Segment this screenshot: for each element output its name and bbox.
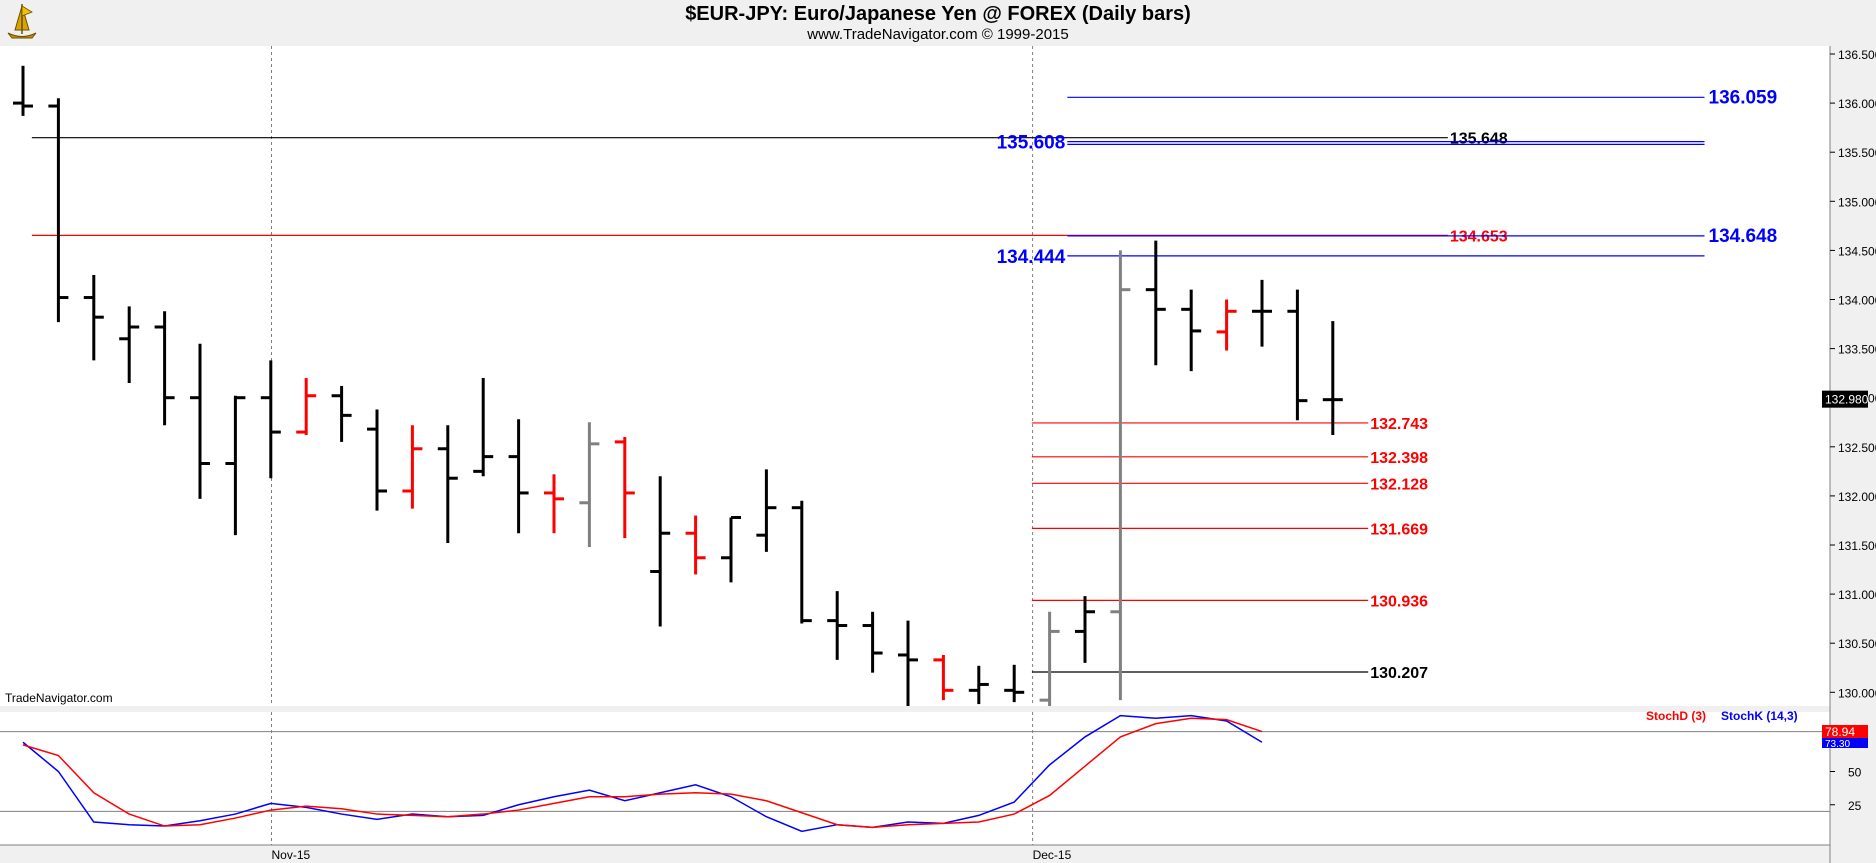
chart-subtitle: www.TradeNavigator.com © 1999-2015 bbox=[807, 26, 1069, 43]
price-tick-label: 136.500 bbox=[1838, 48, 1876, 62]
last-price-label: 132.980 bbox=[1825, 393, 1869, 407]
watermark: TradeNavigator.com bbox=[5, 691, 113, 705]
price-tick-label: 130.500 bbox=[1838, 637, 1876, 651]
price-tick-label: 134.000 bbox=[1838, 294, 1876, 308]
chart-title: $EUR-JPY: Euro/Japanese Yen @ FOREX (Dai… bbox=[685, 3, 1191, 25]
price-tick-label: 136.000 bbox=[1838, 97, 1876, 111]
stoch-tick-label: 50 bbox=[1848, 766, 1862, 780]
level-label: 134.444 bbox=[997, 247, 1066, 268]
level-label: 130.936 bbox=[1370, 593, 1428, 610]
price-tick-label: 135.000 bbox=[1838, 195, 1876, 209]
level-label: 132.398 bbox=[1370, 450, 1428, 467]
stoch-legend-label: StochK (14,3) bbox=[1721, 709, 1798, 723]
level-label: 136.059 bbox=[1709, 87, 1778, 108]
level-label: 134.653 bbox=[1450, 228, 1508, 245]
stochd-value-box bbox=[1822, 725, 1868, 738]
trade-navigator-logo-icon bbox=[2, 2, 42, 42]
price-pane bbox=[0, 46, 1830, 706]
date-tick-label: Nov-15 bbox=[272, 848, 311, 862]
price-tick-label: 131.000 bbox=[1838, 588, 1876, 602]
price-tick-label: 131.500 bbox=[1838, 539, 1876, 553]
stoch-legend-label: StochD (3) bbox=[1646, 709, 1706, 723]
stochd-value-label: 78.94 bbox=[1825, 725, 1855, 739]
level-label: 132.128 bbox=[1370, 476, 1428, 493]
price-tick-label: 134.500 bbox=[1838, 244, 1876, 258]
last-price-box bbox=[1822, 390, 1868, 408]
level-label: 134.648 bbox=[1709, 226, 1778, 247]
date-tick-label: Dec-15 bbox=[1033, 848, 1072, 862]
price-tick-label: 132.500 bbox=[1838, 441, 1876, 455]
level-label: 130.207 bbox=[1370, 665, 1428, 682]
level-label: 131.669 bbox=[1370, 521, 1428, 538]
level-label: 132.743 bbox=[1370, 416, 1428, 433]
pane-separator bbox=[0, 707, 1830, 711]
stoch-series-line bbox=[22, 714, 1263, 833]
stochk-value-box bbox=[1822, 738, 1868, 748]
price-tick-label: 130.000 bbox=[1838, 686, 1876, 700]
price-tick-label: 132.000 bbox=[1838, 490, 1876, 504]
stoch-series-line bbox=[22, 717, 1263, 829]
level-label: 135.608 bbox=[997, 133, 1066, 154]
level-label: 135.648 bbox=[1450, 131, 1508, 148]
stochk-value-label: 73.30 bbox=[1825, 739, 1850, 750]
ohlc-bars bbox=[13, 65, 1343, 706]
stoch-tick-label: 25 bbox=[1848, 799, 1862, 813]
price-tick-label: 135.500 bbox=[1838, 146, 1876, 160]
price-tick-label: 133.500 bbox=[1838, 343, 1876, 357]
chart-header: $EUR-JPY: Euro/Japanese Yen @ FOREX (Dai… bbox=[0, 0, 1876, 46]
